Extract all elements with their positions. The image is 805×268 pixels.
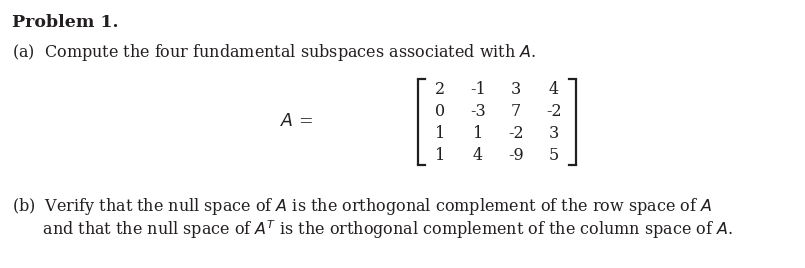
Text: 4: 4 bbox=[549, 80, 559, 98]
Text: -2: -2 bbox=[508, 125, 524, 142]
Text: 1: 1 bbox=[473, 125, 483, 142]
Text: 4: 4 bbox=[473, 147, 483, 163]
Text: -3: -3 bbox=[470, 102, 486, 120]
Text: 5: 5 bbox=[549, 147, 559, 163]
Text: (b)  Verify that the null space of $\mathit{A}$ is the orthogonal complement of : (b) Verify that the null space of $\math… bbox=[12, 196, 712, 217]
Text: and that the null space of $\mathit{A}^{T}$ is the orthogonal complement of the : and that the null space of $\mathit{A}^{… bbox=[12, 218, 733, 241]
Text: 3: 3 bbox=[511, 80, 521, 98]
Text: 1: 1 bbox=[435, 147, 445, 163]
Text: Problem 1.: Problem 1. bbox=[12, 14, 118, 31]
Text: 1: 1 bbox=[435, 125, 445, 142]
Text: $\mathit{A}$ =: $\mathit{A}$ = bbox=[280, 114, 313, 131]
Text: 3: 3 bbox=[549, 125, 559, 142]
Text: 2: 2 bbox=[435, 80, 445, 98]
Text: -2: -2 bbox=[546, 102, 562, 120]
Text: 7: 7 bbox=[511, 102, 521, 120]
Text: (a)  Compute the four fundamental subspaces associated with $\mathit{A}$.: (a) Compute the four fundamental subspac… bbox=[12, 42, 536, 63]
Text: -1: -1 bbox=[470, 80, 486, 98]
Text: -9: -9 bbox=[508, 147, 524, 163]
Text: 0: 0 bbox=[435, 102, 445, 120]
